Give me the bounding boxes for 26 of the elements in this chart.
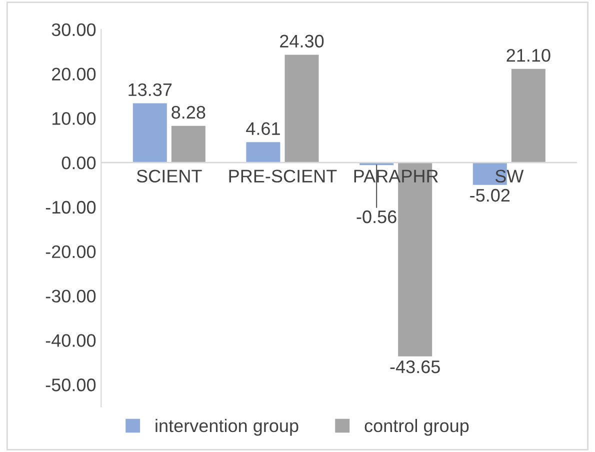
y-tick-label: -20.00 (46, 245, 96, 258)
y-tick-label: -50.00 (46, 378, 96, 392)
bar (511, 68, 546, 163)
bar (132, 103, 167, 163)
x-tick-label: PRE-SCIENT (229, 170, 337, 183)
data-label: 24.30 (280, 34, 324, 48)
y-tick-label: 0.00 (62, 156, 96, 170)
data-label: -0.56 (356, 210, 396, 224)
y-tick-label: 20.00 (52, 68, 96, 80)
bar (246, 142, 280, 163)
x-tick-label: SCIENT (136, 170, 202, 183)
y-tick-label: 30.00 (52, 23, 96, 36)
data-label: 13.37 (128, 83, 172, 96)
y-tick-label: -10.00 (46, 200, 96, 214)
legend-label: control group (364, 418, 469, 436)
bar (171, 126, 206, 163)
data-label: 8.28 (172, 106, 206, 119)
bar (284, 54, 319, 163)
legend-label: intervention group (156, 418, 298, 436)
data-label: 21.10 (506, 48, 550, 62)
y-tick-label: -40.00 (46, 334, 96, 347)
y-tick-label: -30.00 (46, 290, 96, 303)
data-label: 4.61 (246, 122, 280, 135)
y-tick-label: 10.00 (52, 112, 96, 125)
data-label: -43.65 (390, 360, 440, 374)
data-label: -5.02 (470, 188, 510, 202)
